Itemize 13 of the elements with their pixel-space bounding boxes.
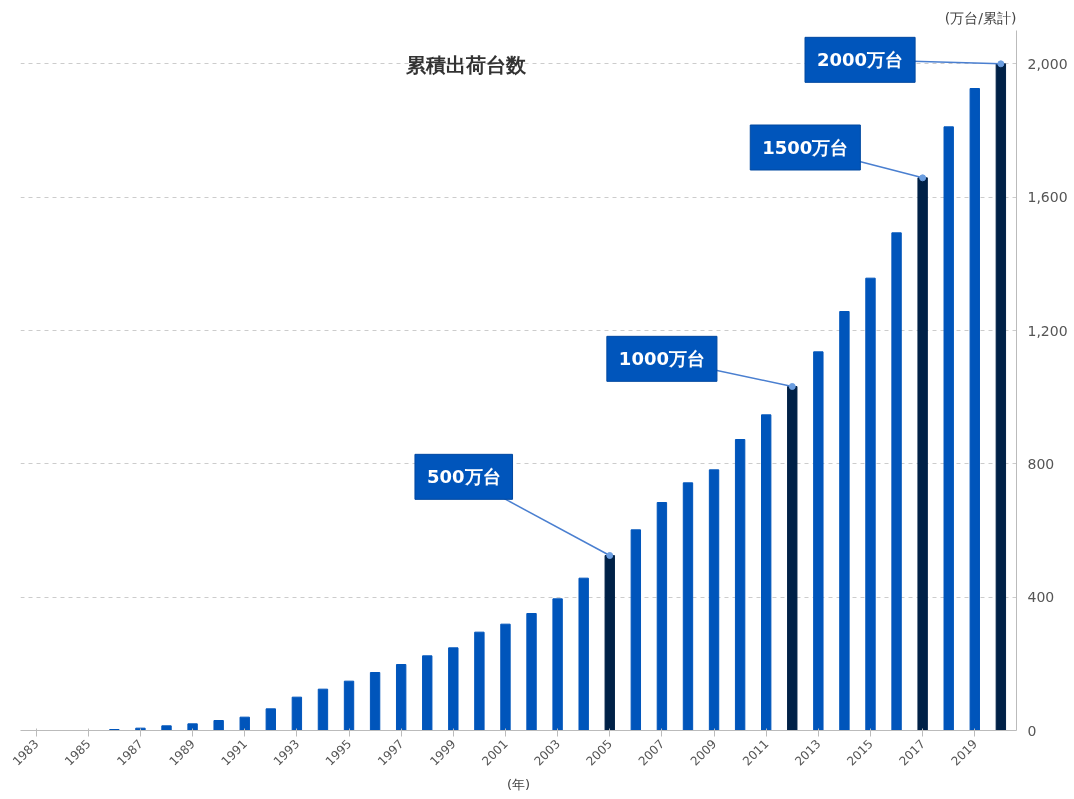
annotation: 2000万台: [817, 49, 904, 71]
annotation: 1000万台: [618, 348, 705, 370]
x-axis-title: (年): [506, 777, 531, 793]
y-tick-label: 1,600: [1027, 189, 1068, 206]
y-tick-label: 400: [1027, 589, 1055, 606]
text: 累積出荷台数: [405, 52, 528, 77]
annotation: 1500万台: [762, 137, 849, 158]
y-tick-label: 2,000: [1027, 55, 1068, 72]
y-tick-label: 800: [1027, 455, 1055, 472]
annotation: 500万台: [426, 466, 501, 488]
y-axis-title: (万台/累計): [944, 9, 1017, 26]
y-tick-label: 0: [1027, 722, 1037, 739]
y-tick-label: 1,200: [1027, 322, 1068, 339]
